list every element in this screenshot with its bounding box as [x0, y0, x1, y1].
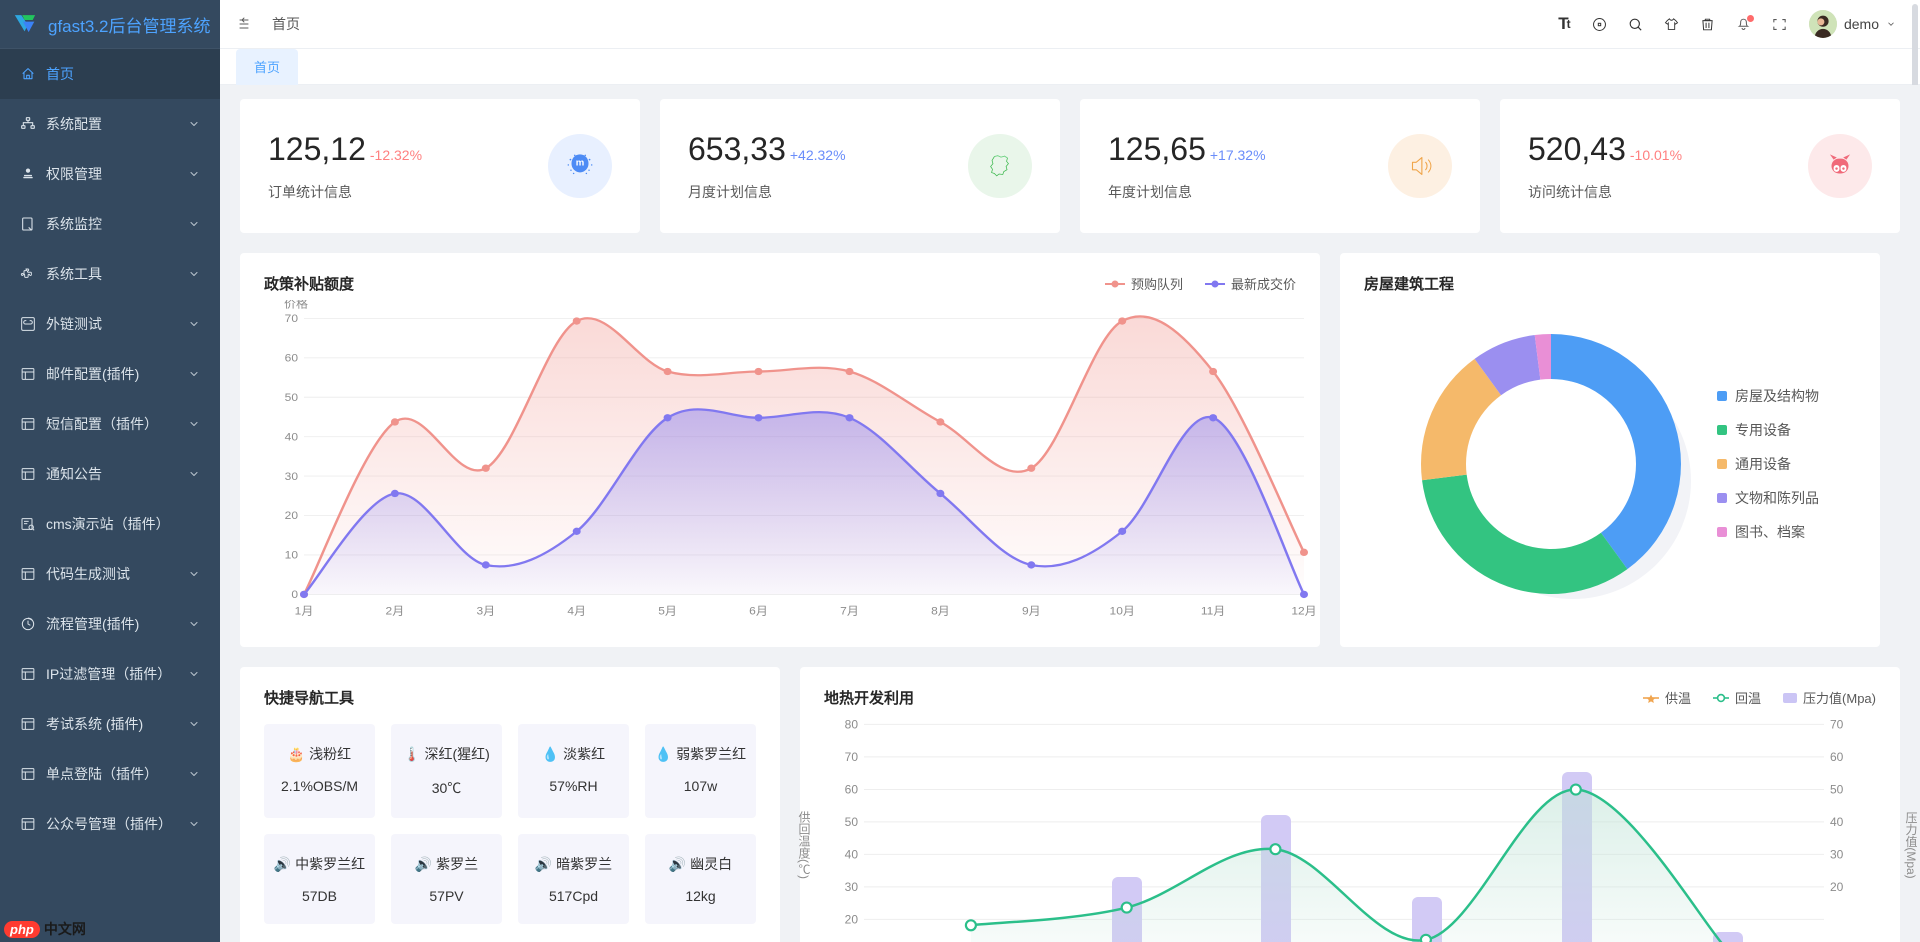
svg-text:7月: 7月 [840, 606, 859, 617]
svg-text:20: 20 [1830, 880, 1844, 894]
svg-text:50: 50 [1830, 783, 1844, 797]
svg-text:12月: 12月 [1291, 606, 1316, 617]
svg-text:价格: 价格 [284, 300, 308, 310]
svg-text:6月: 6月 [749, 606, 768, 617]
svg-text:50: 50 [285, 392, 298, 403]
svg-text:9月: 9月 [1022, 606, 1041, 617]
svg-text:30: 30 [1830, 847, 1844, 861]
svg-text:3月: 3月 [476, 606, 495, 617]
svg-text:1月: 1月 [295, 606, 314, 617]
svg-text:10: 10 [285, 550, 298, 561]
svg-text:30: 30 [845, 880, 859, 894]
svg-text:60: 60 [285, 353, 298, 364]
svg-text:20: 20 [285, 511, 298, 522]
svg-text:40: 40 [845, 847, 859, 861]
svg-text:0: 0 [291, 589, 298, 600]
svg-text:40: 40 [1830, 815, 1844, 829]
svg-text:70: 70 [285, 313, 298, 324]
svg-text:40: 40 [285, 432, 298, 443]
svg-text:20: 20 [845, 912, 859, 926]
svg-text:11月: 11月 [1201, 606, 1225, 617]
svg-text:10月: 10月 [1110, 606, 1135, 617]
svg-text:70: 70 [1830, 717, 1844, 731]
svg-text:60: 60 [1830, 750, 1844, 764]
svg-text:30: 30 [285, 471, 298, 482]
svg-text:70: 70 [845, 750, 859, 764]
svg-text:60: 60 [845, 783, 859, 797]
svg-text:5月: 5月 [658, 606, 677, 617]
svg-text:50: 50 [845, 815, 859, 829]
svg-text:8月: 8月 [931, 606, 950, 617]
svg-text:80: 80 [845, 717, 859, 731]
svg-text:m: m [576, 157, 585, 168]
svg-text:4月: 4月 [567, 606, 586, 617]
svg-text:2月: 2月 [386, 606, 405, 617]
